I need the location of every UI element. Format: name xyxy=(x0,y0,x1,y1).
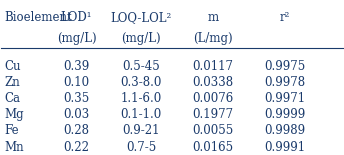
Text: (L/mg): (L/mg) xyxy=(193,32,233,45)
Text: 0.28: 0.28 xyxy=(63,124,89,137)
Text: (mg/L): (mg/L) xyxy=(57,32,96,45)
Text: 0.3-8.0: 0.3-8.0 xyxy=(121,76,162,89)
Text: Ca: Ca xyxy=(5,92,21,105)
Text: 0.22: 0.22 xyxy=(63,141,89,153)
Text: 0.5-45: 0.5-45 xyxy=(122,60,160,73)
Text: Mg: Mg xyxy=(5,108,24,121)
Text: 0.1-1.0: 0.1-1.0 xyxy=(121,108,162,121)
Text: 1.1-6.0: 1.1-6.0 xyxy=(121,92,162,105)
Text: 0.0055: 0.0055 xyxy=(192,124,234,137)
Text: 0.39: 0.39 xyxy=(63,60,89,73)
Text: m: m xyxy=(207,11,218,24)
Text: 0.10: 0.10 xyxy=(63,76,89,89)
Text: 0.9975: 0.9975 xyxy=(264,60,305,73)
Text: 0.0076: 0.0076 xyxy=(192,92,234,105)
Text: 0.03: 0.03 xyxy=(63,108,89,121)
Text: LOD¹: LOD¹ xyxy=(61,11,92,24)
Text: LOQ-LOL²: LOQ-LOL² xyxy=(111,11,172,24)
Text: Mn: Mn xyxy=(5,141,24,153)
Text: 0.7-5: 0.7-5 xyxy=(126,141,157,153)
Text: 0.9989: 0.9989 xyxy=(264,124,305,137)
Text: Zn: Zn xyxy=(5,76,21,89)
Text: 0.9991: 0.9991 xyxy=(264,141,305,153)
Text: 0.9999: 0.9999 xyxy=(264,108,305,121)
Text: Fe: Fe xyxy=(5,124,19,137)
Text: 0.1977: 0.1977 xyxy=(192,108,234,121)
Text: r²: r² xyxy=(279,11,290,24)
Text: Bioelement: Bioelement xyxy=(5,11,73,24)
Text: 0.0338: 0.0338 xyxy=(192,76,234,89)
Text: Cu: Cu xyxy=(5,60,21,73)
Text: 0.0117: 0.0117 xyxy=(192,60,234,73)
Text: 0.0165: 0.0165 xyxy=(192,141,234,153)
Text: 0.9978: 0.9978 xyxy=(264,76,305,89)
Text: 0.9-21: 0.9-21 xyxy=(122,124,160,137)
Text: 0.35: 0.35 xyxy=(63,92,89,105)
Text: 0.9971: 0.9971 xyxy=(264,92,305,105)
Text: (mg/L): (mg/L) xyxy=(121,32,161,45)
